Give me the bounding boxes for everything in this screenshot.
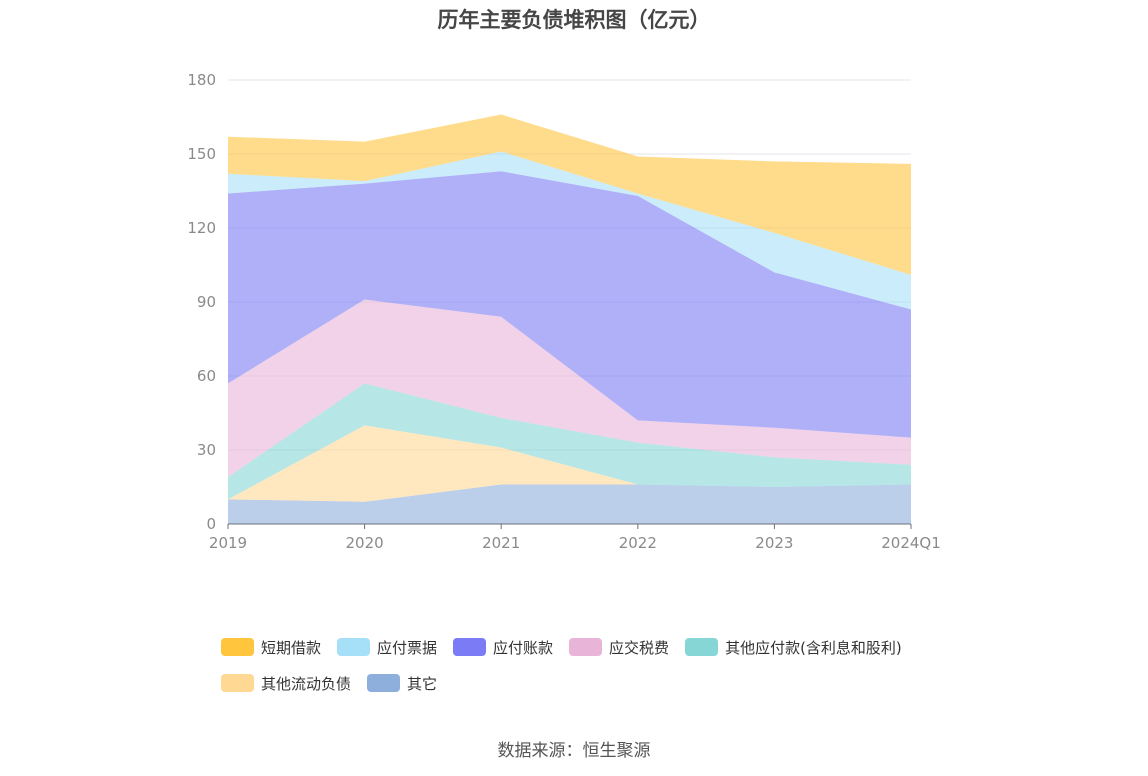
y-tick-label: 150 bbox=[187, 145, 216, 163]
area-series-4 bbox=[228, 171, 911, 438]
legend-swatch bbox=[569, 638, 603, 656]
area-series-2 bbox=[228, 383, 911, 500]
legend-item[interactable]: 短期借款 bbox=[221, 636, 321, 658]
legend-swatch bbox=[221, 638, 254, 656]
stacked-areas bbox=[228, 114, 911, 524]
legend-swatch bbox=[337, 638, 371, 656]
axes: 0 30 60 90 120 150 180 2019 2020 2021 2022 2023 2024… bbox=[187, 71, 940, 552]
area-series-1 bbox=[228, 425, 911, 502]
y-tick-label: 180 bbox=[187, 71, 216, 89]
legend-label: 应交税费 bbox=[609, 638, 670, 657]
legend-label: 其他流动负债 bbox=[261, 674, 352, 693]
y-tick-label: 0 bbox=[206, 515, 216, 533]
legend-label: 其它 bbox=[407, 674, 438, 693]
legend-swatch bbox=[221, 674, 254, 692]
chart-legend: 短期借款 应付票据 应付账款 应交税费 其他应付款(含利息和股利) 其他流动负债 其它 bbox=[221, 636, 981, 708]
y-tick-label: 90 bbox=[197, 293, 216, 311]
legend-swatch bbox=[367, 674, 401, 692]
area-series-3 bbox=[228, 299, 911, 478]
chart-title: 历年主要负债堆积图（亿元） bbox=[437, 8, 711, 32]
legend-item[interactable]: 应交税费 bbox=[569, 636, 669, 658]
legend-item[interactable]: 其他应付款(含利息和股利) bbox=[685, 636, 902, 658]
legend-label: 应付票据 bbox=[377, 638, 438, 657]
x-tick-label: 2023 bbox=[755, 534, 793, 552]
legend-swatch bbox=[453, 638, 487, 656]
legend-item[interactable]: 其它 bbox=[367, 672, 437, 694]
area-series-6 bbox=[228, 114, 911, 275]
area-series-0 bbox=[228, 484, 911, 524]
legend-label: 应付账款 bbox=[493, 638, 554, 657]
legend-item[interactable]: 其他流动负债 bbox=[221, 672, 351, 694]
source-note: 数据来源：恒生聚源 bbox=[497, 741, 651, 761]
y-tick-label: 120 bbox=[187, 219, 216, 237]
x-tick-label: 2024Q1 bbox=[881, 534, 941, 552]
legend-swatch bbox=[685, 638, 719, 656]
legend-label: 短期借款 bbox=[261, 638, 322, 657]
legend-label: 其他应付款(含利息和股利) bbox=[725, 638, 902, 657]
x-tick-label: 2020 bbox=[346, 534, 384, 552]
y-tick-label: 60 bbox=[197, 367, 216, 385]
legend-item[interactable]: 应付账款 bbox=[453, 636, 553, 658]
x-tick-label: 2019 bbox=[209, 534, 247, 552]
legend-item[interactable]: 应付票据 bbox=[337, 636, 437, 658]
x-tick-label: 2022 bbox=[619, 534, 657, 552]
area-series-5 bbox=[228, 151, 911, 310]
y-tick-label: 30 bbox=[197, 441, 216, 459]
x-tick-label: 2021 bbox=[482, 534, 520, 552]
